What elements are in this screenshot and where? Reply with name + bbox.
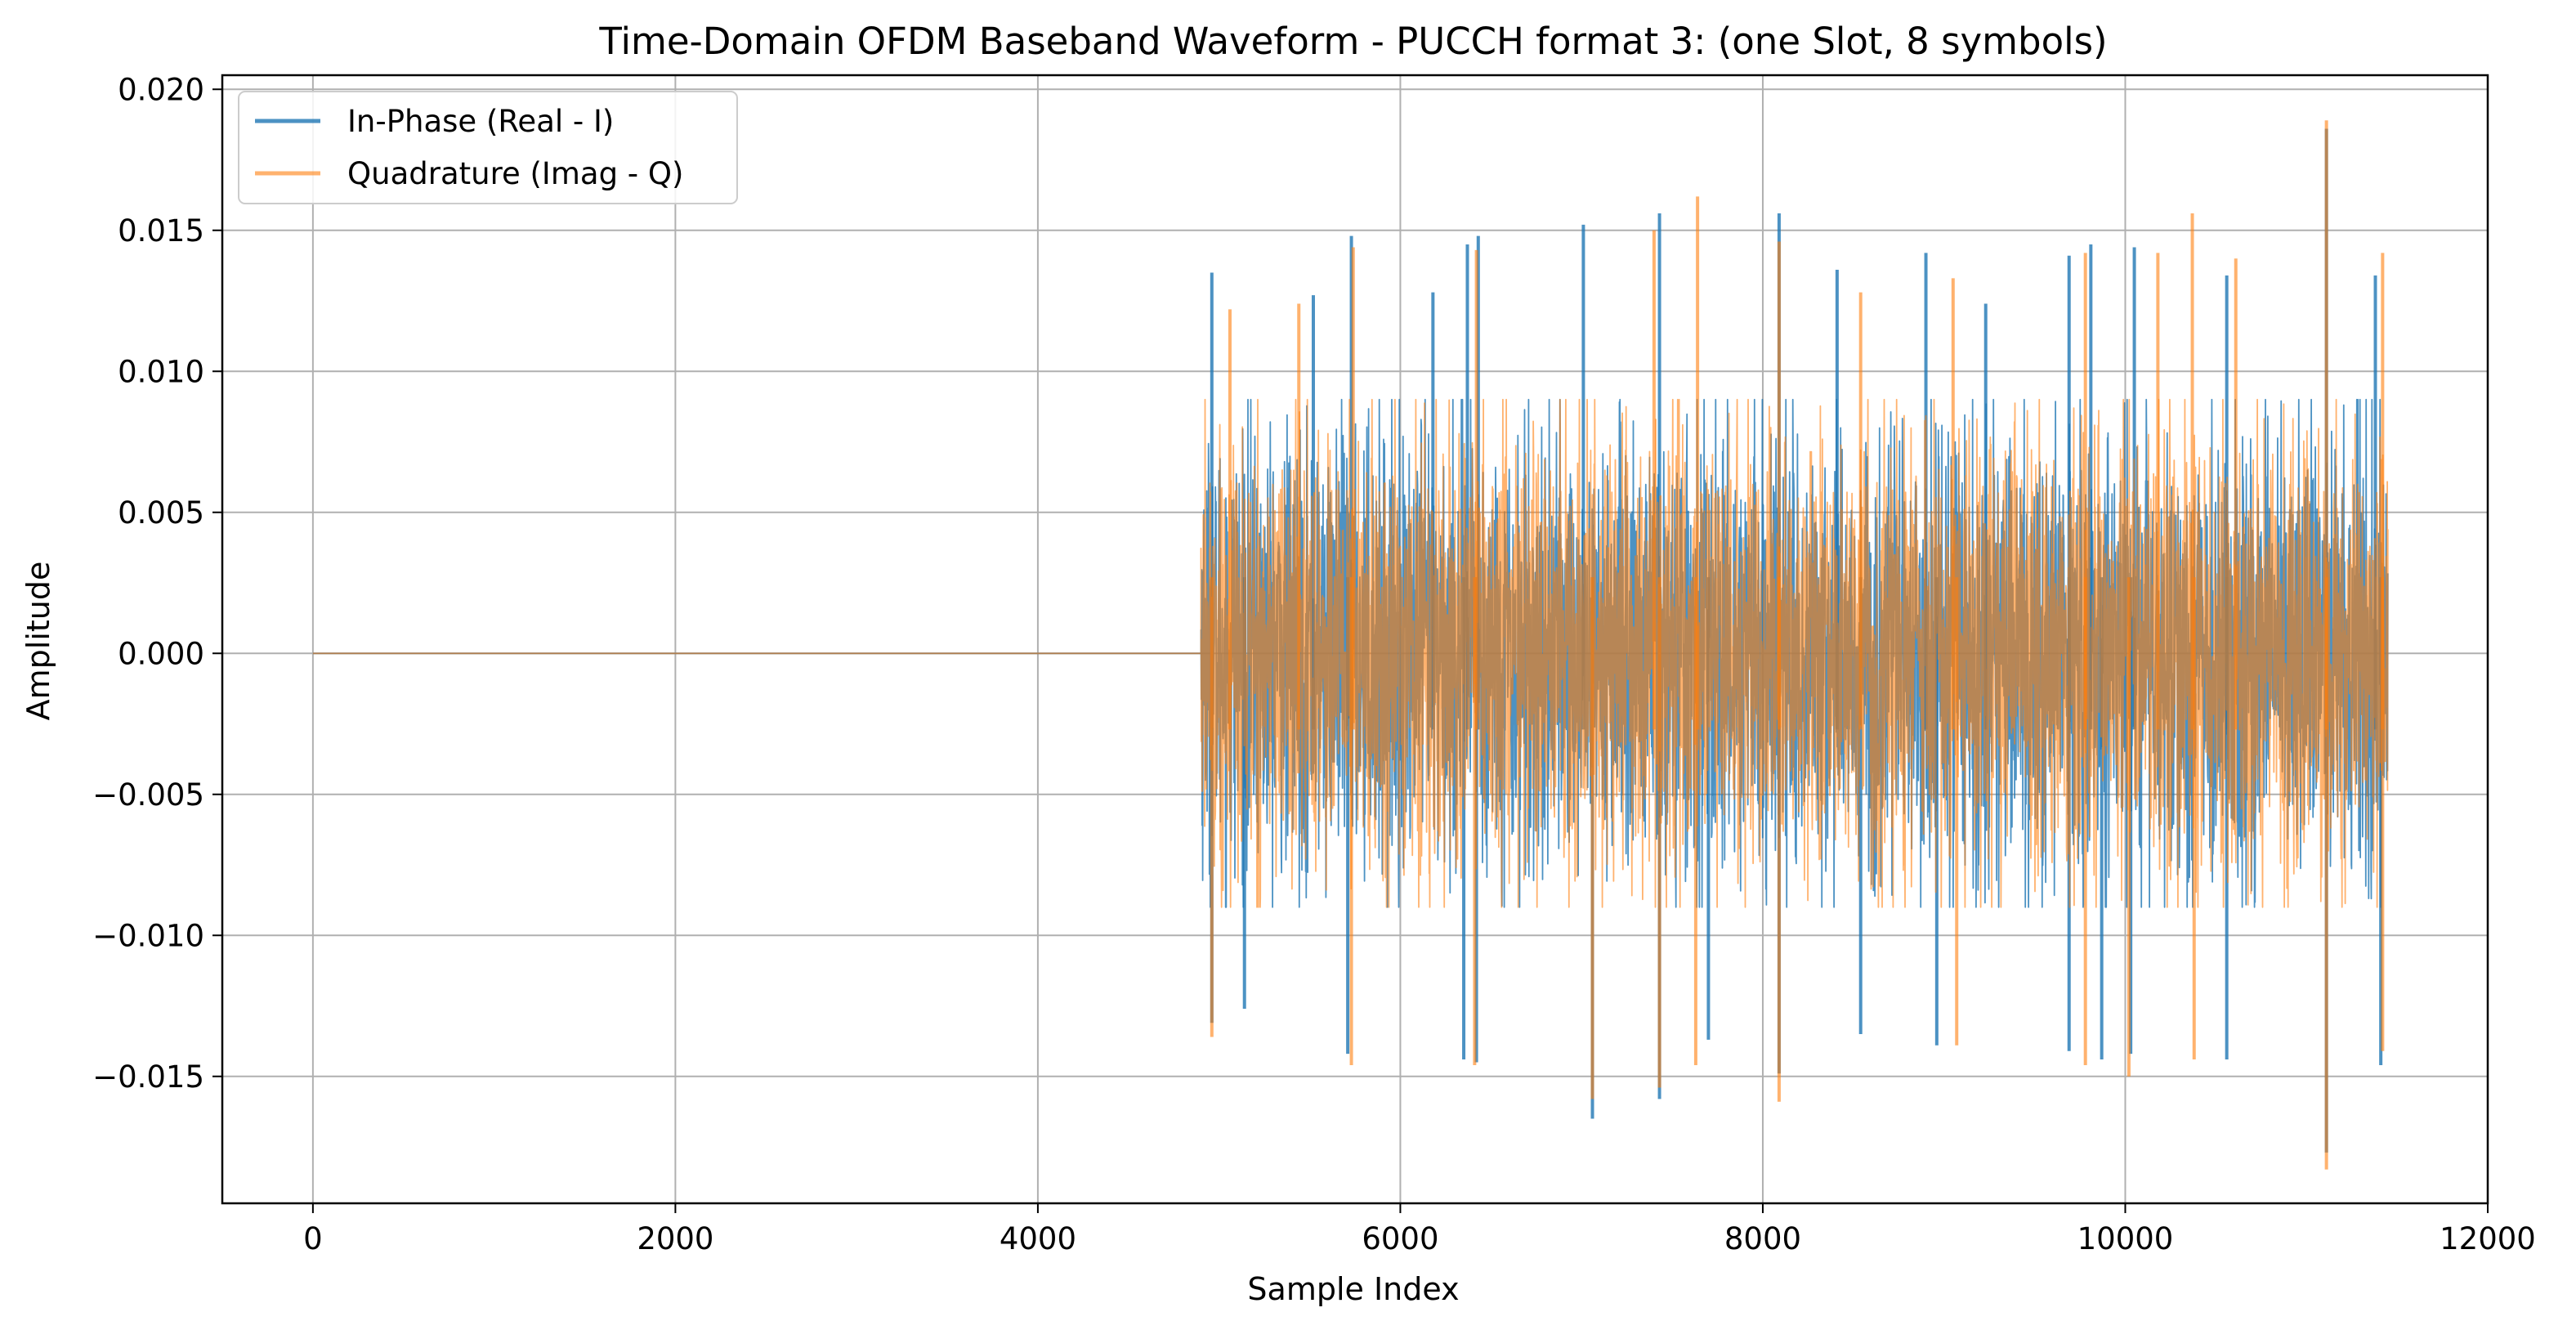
series-peaks-1 bbox=[1210, 120, 2385, 1170]
y-axis-label: Amplitude bbox=[20, 562, 56, 721]
y-tick-label: 0.015 bbox=[118, 213, 204, 249]
x-tick-label: 4000 bbox=[1000, 1221, 1076, 1256]
y-tick-label: −0.010 bbox=[92, 918, 204, 953]
y-tick-label: 0.000 bbox=[118, 636, 204, 671]
legend-label-quadrature: Quadrature (Imag - Q) bbox=[347, 156, 683, 191]
y-tick-label: 0.005 bbox=[118, 495, 204, 531]
legend: In-Phase (Real - I) Quadrature (Imag - Q… bbox=[238, 91, 738, 204]
x-tick-label: 10000 bbox=[2077, 1221, 2174, 1256]
plot-series bbox=[312, 120, 2389, 1170]
x-axis-label: Sample Index bbox=[1247, 1271, 1459, 1307]
x-tick-label: 8000 bbox=[1724, 1221, 1801, 1256]
x-tick-label: 6000 bbox=[1362, 1221, 1438, 1256]
y-tick-label: 0.020 bbox=[118, 72, 204, 107]
y-tick-label: −0.015 bbox=[92, 1059, 204, 1095]
y-tick-label: 0.010 bbox=[118, 354, 204, 389]
x-tick-label: 2000 bbox=[637, 1221, 713, 1256]
x-tick-label: 12000 bbox=[2440, 1221, 2536, 1256]
y-tick-label: −0.005 bbox=[92, 777, 204, 813]
x-tick-label: 0 bbox=[303, 1221, 323, 1256]
axis-ticks: 0 2000 4000 6000 8000 10000 12000 −0.015 −0.010 −… bbox=[92, 72, 2536, 1256]
chart-title: Time-Domain OFDM Baseband Waveform - PUC… bbox=[598, 20, 2107, 63]
legend-label-in-phase: In-Phase (Real - I) bbox=[347, 104, 614, 139]
axes-frame bbox=[221, 74, 2489, 1205]
series-line-1 bbox=[312, 398, 2389, 908]
legend-box bbox=[238, 91, 738, 204]
